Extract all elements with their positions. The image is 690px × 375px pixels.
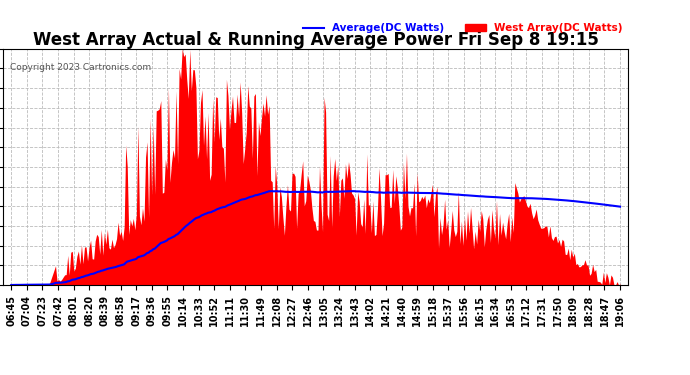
Text: Copyright 2023 Cartronics.com: Copyright 2023 Cartronics.com [10, 63, 151, 72]
Title: West Array Actual & Running Average Power Fri Sep 8 19:15: West Array Actual & Running Average Powe… [32, 31, 599, 49]
Legend: Average(DC Watts), West Array(DC Watts): Average(DC Watts), West Array(DC Watts) [303, 23, 622, 33]
